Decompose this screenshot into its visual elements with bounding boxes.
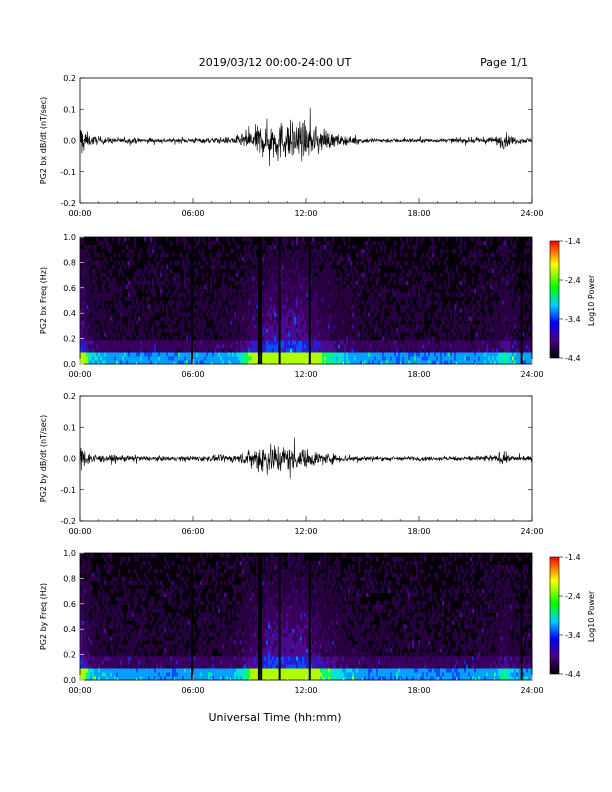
colorbar-tick-label: -2.4 bbox=[565, 276, 581, 285]
x-tick-label: 00:00 bbox=[68, 527, 91, 536]
x-tick-label: 18:00 bbox=[407, 370, 430, 379]
y-tick-label: -0.1 bbox=[60, 168, 76, 177]
y-tick-label: 0.0 bbox=[63, 676, 76, 685]
colorbar-label: Log10 Power bbox=[587, 274, 596, 326]
x-tick-label: 24:00 bbox=[520, 527, 543, 536]
spectrogram bbox=[80, 237, 533, 365]
x-tick-label: 12:00 bbox=[294, 209, 317, 218]
y-tick-label: 0.2 bbox=[63, 335, 76, 344]
spectrogram bbox=[80, 553, 533, 681]
x-tick-label: 12:00 bbox=[294, 686, 317, 695]
x-tick-label: 06:00 bbox=[181, 370, 204, 379]
x-tick-label: 00:00 bbox=[68, 686, 91, 695]
x-tick-label: 00:00 bbox=[68, 370, 91, 379]
x-tick-label: 00:00 bbox=[68, 209, 91, 218]
y-axis-label: PG2 bx Freq (Hz) bbox=[39, 267, 48, 334]
y-tick-label: -0.2 bbox=[60, 199, 76, 208]
y-axis-label: PG2 by Freq (Hz) bbox=[39, 583, 48, 650]
colorbar-tick-label: -4.4 bbox=[565, 670, 581, 679]
signal-trace bbox=[79, 107, 532, 166]
y-tick-label: 0.0 bbox=[63, 137, 76, 146]
y-tick-label: 0.2 bbox=[63, 651, 76, 660]
x-tick-label: 12:00 bbox=[294, 527, 317, 536]
y-tick-label: 0.2 bbox=[63, 74, 76, 83]
page-indicator: Page 1/1 bbox=[480, 56, 528, 69]
colorbar-tick-label: -3.4 bbox=[565, 315, 581, 324]
x-tick-label: 12:00 bbox=[294, 370, 317, 379]
y-tick-label: 1.0 bbox=[63, 549, 76, 558]
y-tick-label: 0.8 bbox=[63, 258, 76, 267]
colorbar: -1.4 -2.4 -3.4 -4.4 Log10 Power bbox=[549, 237, 596, 363]
panel-1: 0.2 0.1 0.0 -0.1 -0.200:00 06:00 12:00 18:00 24:… bbox=[39, 74, 544, 218]
y-tick-label: 0.6 bbox=[63, 600, 76, 609]
y-tick-label: 0.2 bbox=[63, 392, 76, 401]
x-tick-label: 18:00 bbox=[407, 686, 430, 695]
x-axis-title: Universal Time (hh:mm) bbox=[209, 711, 342, 724]
y-tick-label: 0.0 bbox=[63, 360, 76, 369]
colorbar-label: Log10 Power bbox=[587, 590, 596, 642]
y-tick-label: 0.1 bbox=[63, 105, 76, 114]
y-tick-label: -0.2 bbox=[60, 517, 76, 526]
colorbar: -1.4 -2.4 -3.4 -4.4 Log10 Power bbox=[549, 553, 596, 679]
y-tick-label: 0.4 bbox=[63, 309, 76, 318]
x-tick-label: 24:00 bbox=[520, 686, 543, 695]
colorbar-tick-label: -2.4 bbox=[565, 592, 581, 601]
y-axis-label: PG2 by dB/dt (nT/sec) bbox=[39, 415, 48, 502]
y-tick-label: -0.1 bbox=[60, 486, 76, 495]
colorbar-tick-label: -4.4 bbox=[565, 354, 581, 363]
colorbar-tick-label: -3.4 bbox=[565, 631, 581, 640]
x-tick-label: 06:00 bbox=[181, 686, 204, 695]
panel-4: -1.4 -2.4 -3.4 -4.4 Log10 Power 1.0 0.8 0.6 0.4 0… bbox=[39, 549, 596, 695]
y-tick-label: 0.1 bbox=[63, 423, 76, 432]
figure-title: 2019/03/12 00:00-24:00 UT bbox=[199, 56, 352, 69]
y-tick-label: 0.6 bbox=[63, 284, 76, 293]
panel-3: 0.2 0.1 0.0 -0.1 -0.200:00 06:00 12:00 18:00 24:… bbox=[39, 392, 544, 536]
colorbar-tick-label: -1.4 bbox=[565, 553, 581, 562]
colorbar-tick-label: -1.4 bbox=[565, 237, 581, 246]
x-tick-label: 24:00 bbox=[520, 370, 543, 379]
y-tick-label: 0.8 bbox=[63, 574, 76, 583]
y-tick-label: 0.4 bbox=[63, 625, 76, 634]
x-tick-label: 06:00 bbox=[181, 527, 204, 536]
x-tick-label: 18:00 bbox=[407, 527, 430, 536]
y-tick-label: 0.0 bbox=[63, 455, 76, 464]
signal-trace bbox=[79, 437, 532, 479]
x-tick-label: 06:00 bbox=[181, 209, 204, 218]
x-tick-label: 24:00 bbox=[520, 209, 543, 218]
y-axis-label: PG2 bx dB/dt (nT/sec) bbox=[39, 97, 48, 184]
panels: 0.20.10.0-0.1-0.200:00 06:00 12:00 18:00 24:… bbox=[39, 74, 596, 695]
panel-2: -1.4 -2.4 -3.4 -4.4 Log10 Power 1.0 0.8 0.6 0.4 0… bbox=[39, 233, 596, 379]
y-tick-label: 1.0 bbox=[63, 233, 76, 242]
x-tick-label: 18:00 bbox=[407, 209, 430, 218]
